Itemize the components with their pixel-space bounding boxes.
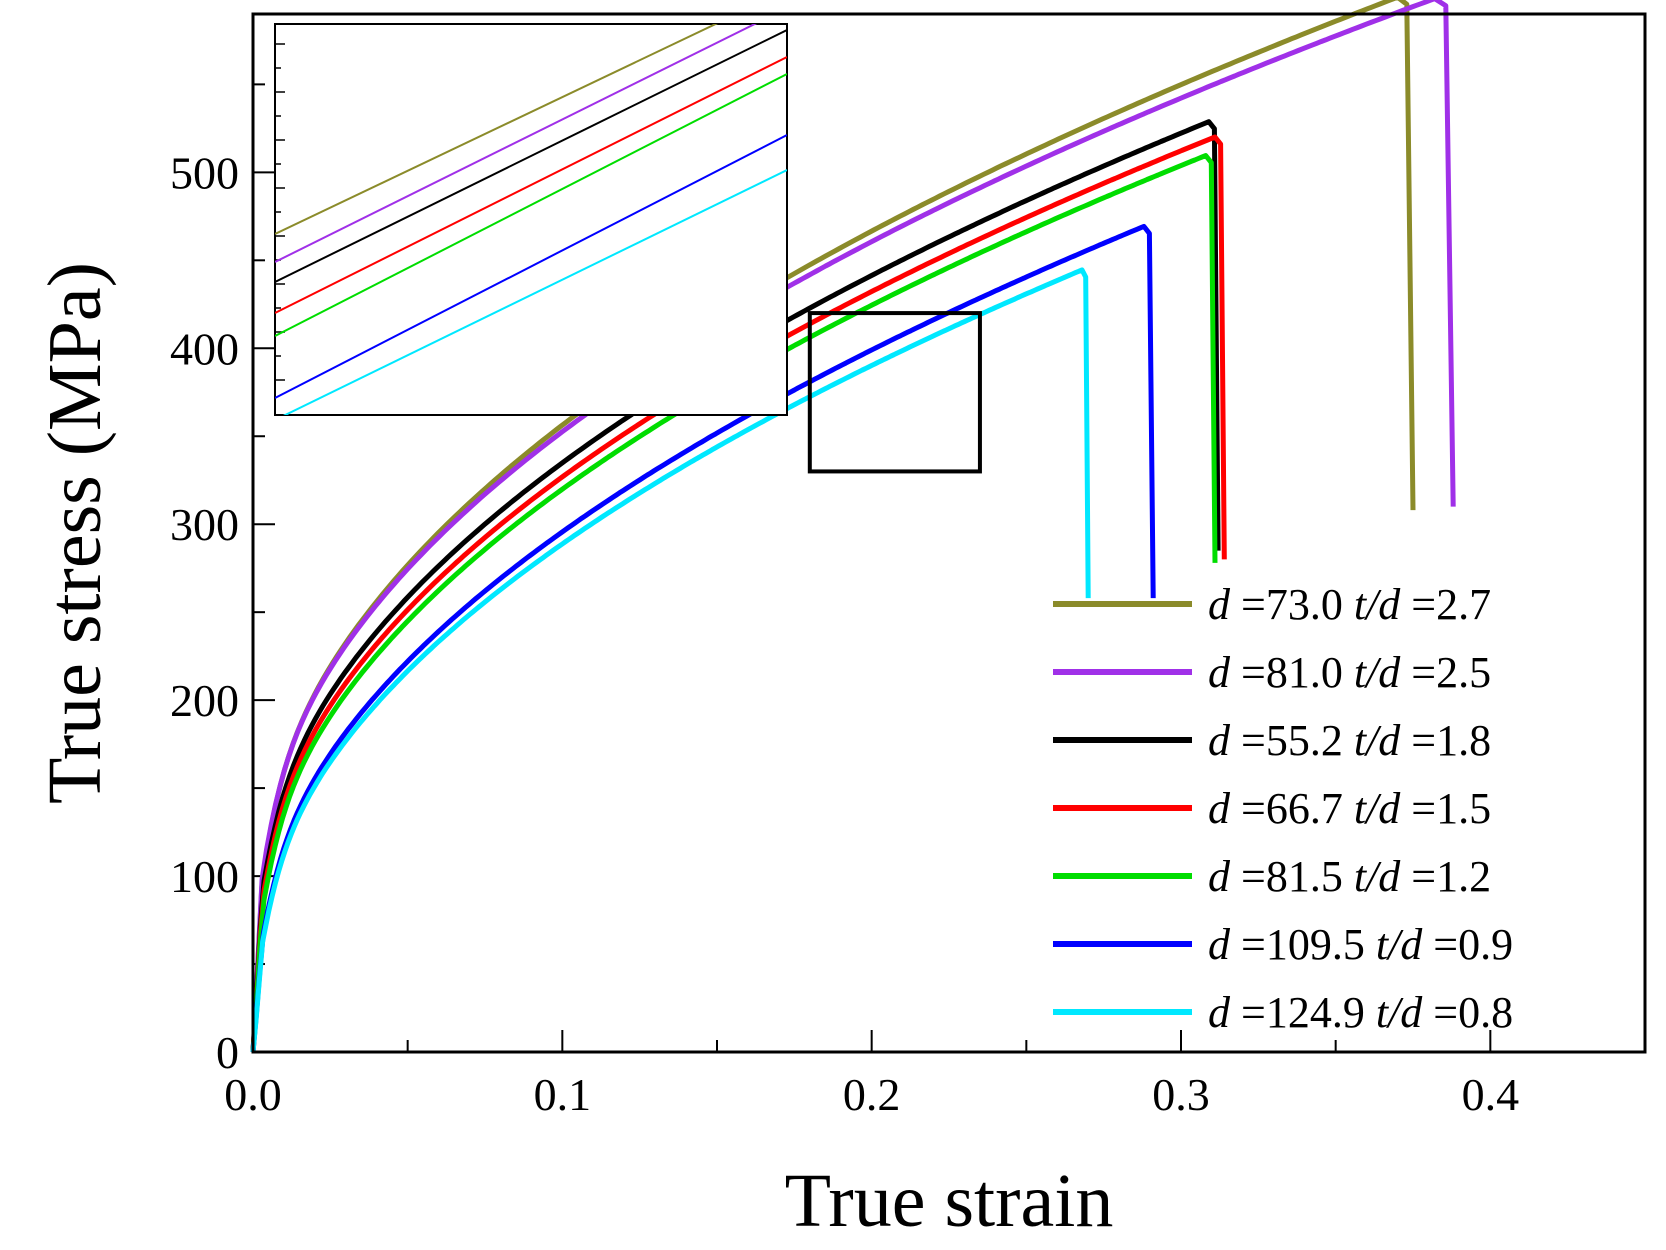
series-line-124.9 — [250, 267, 1091, 1053]
y-tick-label: 500 — [170, 147, 239, 198]
x-tick-label: 0.2 — [843, 1069, 901, 1120]
y-tick-label: 200 — [170, 675, 239, 726]
y-axis-title: True stress (MPa) — [33, 262, 117, 804]
inset-frame — [274, 23, 788, 416]
inset-line-55.2 — [275, 29, 787, 283]
legend-label-55.2: d =55.2 t/d =1.8 — [1208, 716, 1491, 765]
inset-line-81.5 — [275, 73, 787, 337]
series-line-81.0 — [250, 0, 1456, 1053]
zoom-box — [807, 311, 982, 474]
legend-label-124.9: d =124.9 t/d =0.8 — [1208, 988, 1513, 1037]
x-axis-title: True strain — [785, 1159, 1114, 1243]
y-tick-labels: 0 100 200 300 400 500 — [170, 147, 239, 1078]
x-tick-label: 0.3 — [1152, 1069, 1210, 1120]
inset-line-81.0 — [275, 24, 757, 263]
y-tick-label: 400 — [170, 323, 239, 374]
inset-line-109.5 — [275, 134, 787, 399]
inset-plot — [274, 23, 788, 416]
series-line-73.0 — [250, 0, 1416, 1053]
y-tick-label: 300 — [170, 499, 239, 550]
x-tick-label: 0.0 — [224, 1069, 282, 1120]
x-tick-label: 0.1 — [534, 1069, 592, 1120]
y-tick-label: 0 — [216, 1027, 239, 1078]
inset-line-124.9 — [282, 169, 787, 415]
legend-label-66.7: d =66.7 t/d =1.5 — [1208, 784, 1491, 833]
legend-label-73.0: d =73.0 t/d =2.7 — [1208, 580, 1491, 629]
y-tick-label: 100 — [170, 851, 239, 902]
legend-label-81.5: d =81.5 t/d =1.2 — [1208, 852, 1491, 901]
inset-line-73.0 — [275, 24, 718, 235]
x-tick-labels: 0.0 0.1 0.2 0.3 0.4 — [224, 1069, 1519, 1120]
series-line-109.5 — [250, 223, 1156, 1053]
legend: d =73.0 t/d =2.7 d =81.0 t/d =2.5 d =55.2 … — [1053, 580, 1513, 1037]
x-tick-label: 0.4 — [1462, 1069, 1520, 1120]
plot-frame — [251, 12, 1647, 1054]
legend-label-81.0: d =81.0 t/d =2.5 — [1208, 648, 1491, 697]
legend-label-109.5: d =109.5 t/d =0.9 — [1208, 920, 1513, 969]
inset-line-66.7 — [275, 56, 787, 314]
